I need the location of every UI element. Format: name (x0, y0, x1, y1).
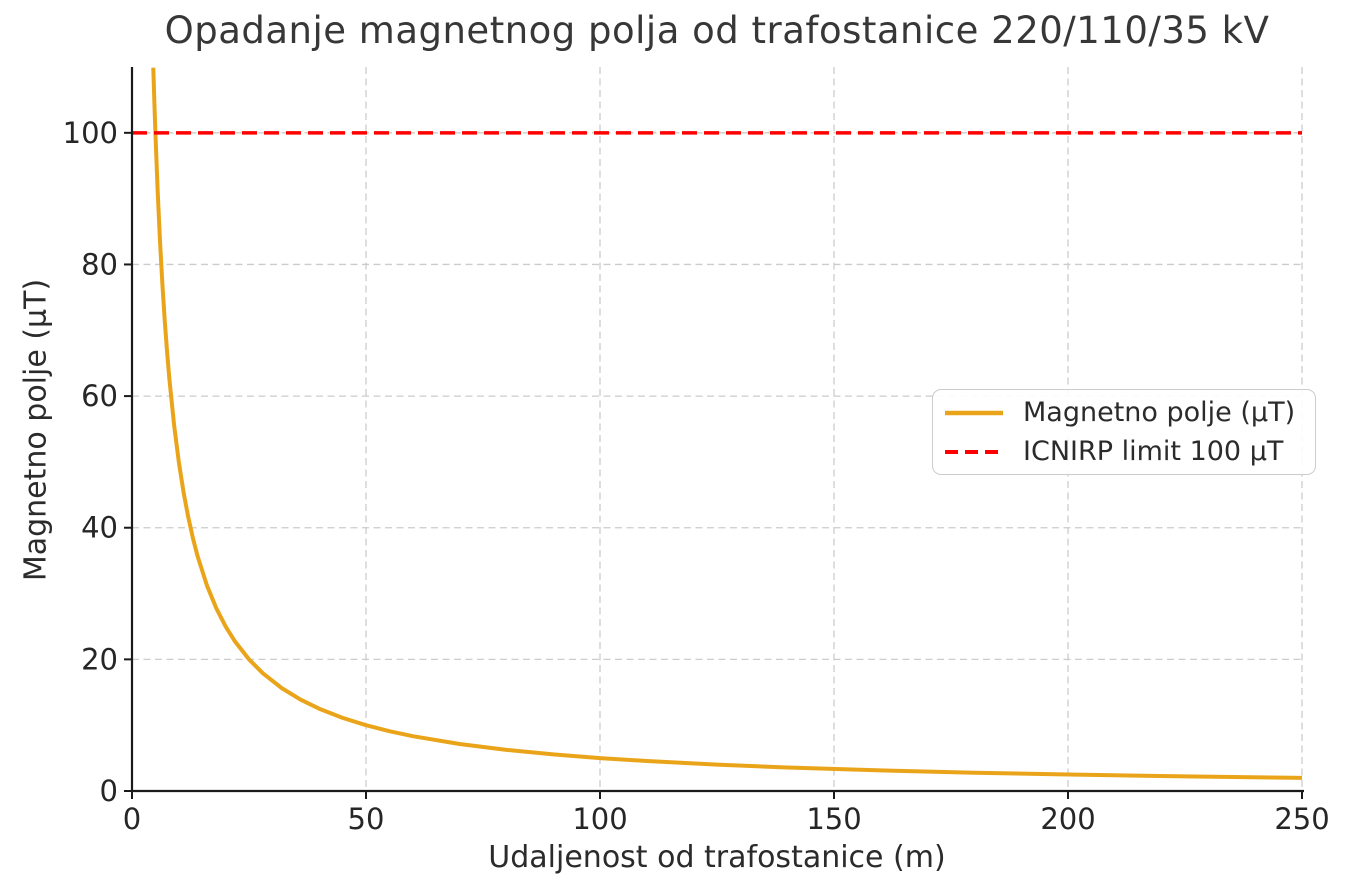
legend-label-icnirp-limit: ICNIRP limit 100 μT (1023, 436, 1284, 467)
chart-title: Opadanje magnetnog polja od trafostanice… (164, 9, 1270, 52)
y-tick-label-100: 100 (63, 116, 118, 150)
legend: Magnetno polje (μT) ICNIRP limit 100 μT (932, 389, 1317, 475)
x-tick-label-250: 250 (1274, 802, 1329, 836)
y-tick-label-60: 60 (81, 379, 118, 413)
x-tick-label-0: 0 (123, 802, 141, 836)
tick-label-layer: 0 50 100 150 200 250 0 20 40 60 80 100 (63, 116, 1330, 836)
y-tick-label-20: 20 (81, 642, 118, 676)
legend-item-icnirp-limit: ICNIRP limit 100 μT (945, 432, 1295, 471)
axes-layer (124, 67, 1304, 799)
orange-solid-line-icon (945, 410, 1003, 415)
x-tick-label-50: 50 (348, 802, 385, 836)
red-dashed-line-icon (945, 449, 1003, 454)
magnetic-field-curve (151, 67, 1303, 780)
x-tick-label-150: 150 (806, 802, 861, 836)
legend-label-magnetno-polje: Magnetno polje (μT) (1023, 397, 1296, 428)
y-tick-label-40: 40 (81, 511, 118, 545)
x-tick-label-200: 200 (1040, 802, 1095, 836)
series-layer (132, 67, 1303, 780)
y-tick-label-80: 80 (81, 247, 118, 281)
y-axis-label: Magnetno polje (μT) (18, 278, 54, 582)
x-axis-label: Udaljenost od trafostanice (m) (488, 840, 946, 875)
x-tick-label-100: 100 (572, 802, 627, 836)
y-tick-label-0: 0 (100, 774, 118, 808)
legend-item-magnetno-polje: Magnetno polje (μT) (945, 393, 1295, 432)
